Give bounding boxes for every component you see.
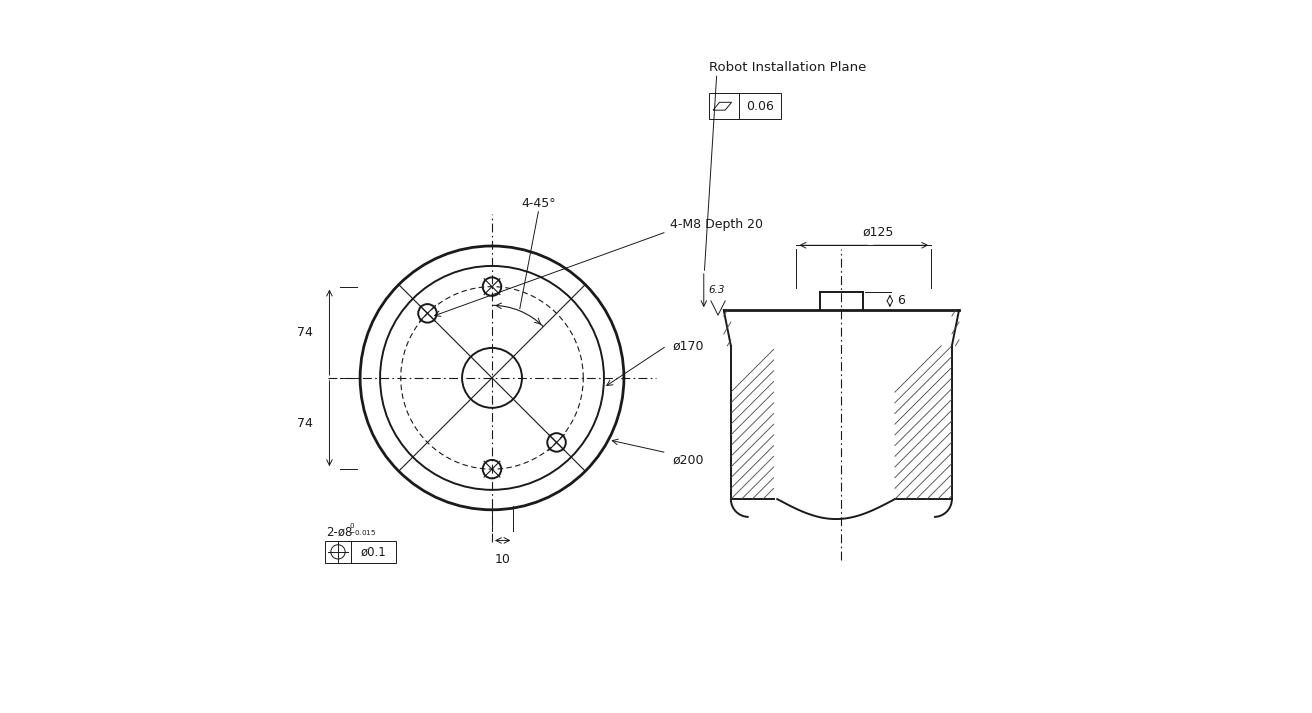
- Text: ø170: ø170: [672, 339, 705, 352]
- Text: 74: 74: [298, 326, 314, 339]
- Text: 4-45°: 4-45°: [521, 198, 556, 210]
- Text: 4-M8 Depth 20: 4-M8 Depth 20: [670, 218, 764, 231]
- Text: 74: 74: [298, 417, 314, 430]
- Text: 2-ø8: 2-ø8: [327, 525, 353, 538]
- Bar: [325, 541, 396, 563]
- Bar: [710, 93, 781, 119]
- Text: 6.3: 6.3: [708, 285, 724, 295]
- Text: ø125: ø125: [862, 225, 893, 238]
- Text: ø200: ø200: [672, 453, 705, 466]
- Text: 0.06: 0.06: [747, 100, 774, 113]
- Text: 10: 10: [495, 553, 510, 565]
- Text: 6: 6: [897, 294, 905, 307]
- Text: $^{\,0}_{-0.015}$: $^{\,0}_{-0.015}$: [348, 521, 377, 538]
- Text: Robot Installation Plane: Robot Installation Plane: [710, 61, 867, 74]
- Text: ø0.1: ø0.1: [361, 545, 387, 558]
